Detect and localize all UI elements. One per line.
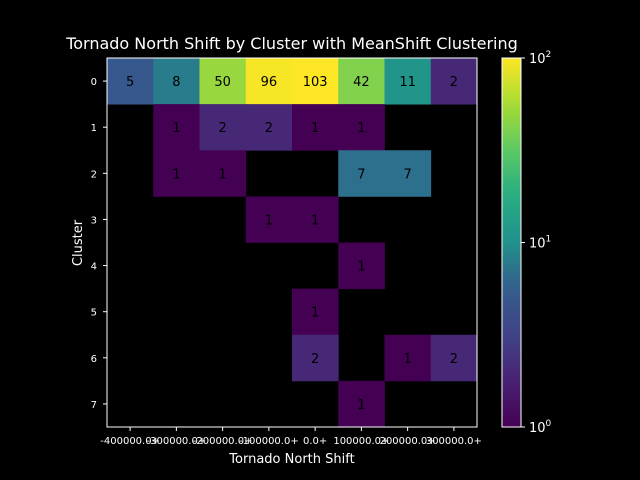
cell-value-label: 7 xyxy=(403,167,411,182)
cell-value-label: 7 xyxy=(357,167,365,182)
heatmap-cell xyxy=(338,104,385,151)
y-tick-label: 3 xyxy=(91,215,97,226)
heatmap-cell xyxy=(292,334,339,382)
colorbar-gradient xyxy=(502,58,521,427)
y-tick-label: 5 xyxy=(91,308,97,319)
colorbar: 100 101 102 xyxy=(501,50,552,436)
heatmap-cell xyxy=(153,58,200,105)
cell-value-label: 1 xyxy=(311,306,319,321)
plot-frame xyxy=(106,57,478,428)
cell-value-label: 1 xyxy=(403,352,411,367)
x-tick-label: -200000.0+ xyxy=(193,436,253,447)
heatmap-cell xyxy=(153,104,200,151)
heatmap-cell xyxy=(384,58,432,105)
cell-value-label: 1 xyxy=(357,121,365,136)
y-tick-label: 6 xyxy=(91,354,97,365)
heatmap-cell xyxy=(199,104,247,151)
heatmap-cell xyxy=(430,334,478,382)
cell-value-label: 42 xyxy=(353,75,370,90)
colorbar-tick-label: 101 xyxy=(529,235,551,252)
heatmap-cell xyxy=(107,58,154,105)
cell-value-label: 1 xyxy=(311,213,319,228)
heatmap-cell xyxy=(292,288,339,336)
cell-value-label: 2 xyxy=(311,352,319,367)
heatmap-cell xyxy=(245,196,293,243)
heatmap-cell xyxy=(199,58,247,105)
x-tick-label: 0.0+ xyxy=(303,436,327,447)
y-tick-label: 7 xyxy=(91,400,97,411)
heatmap-cell xyxy=(292,104,339,151)
heatmap-cell xyxy=(292,196,339,243)
cell-value-label: 1 xyxy=(357,398,365,413)
cell-value-label: 103 xyxy=(303,75,328,90)
cell-value-label: 1 xyxy=(172,167,180,182)
cell-value-label: 5 xyxy=(126,75,134,90)
heatmap-cell xyxy=(338,242,385,290)
cell-value-label: 2 xyxy=(218,121,226,136)
heatmap-cell xyxy=(153,150,200,197)
x-tick-label: -400000.0+ xyxy=(100,436,160,447)
x-tick-label: -100000.0+ xyxy=(239,436,299,447)
y-tick-label: 1 xyxy=(91,123,97,134)
heatmap-cell xyxy=(245,104,293,151)
heatmap-cell xyxy=(384,334,432,382)
cell-value-label: 8 xyxy=(172,75,180,90)
colorbar-tick-label: 100 xyxy=(529,419,552,436)
x-tick-label: -300000.0+ xyxy=(147,436,207,447)
cell-value-label: 1 xyxy=(218,167,226,182)
heatmap-cell xyxy=(338,380,385,428)
cell-value-label: 11 xyxy=(399,75,416,90)
heatmap-cell xyxy=(430,58,478,105)
heatmap-cell xyxy=(245,58,293,105)
x-axis-label: Tornado North Shift xyxy=(228,452,354,467)
cell-value-label: 2 xyxy=(450,75,458,90)
cell-value-label: 50 xyxy=(214,75,231,90)
cell-value-label: 1 xyxy=(172,121,180,136)
cell-value-label: 96 xyxy=(261,75,278,90)
y-tick-label: 0 xyxy=(91,77,97,88)
cell-value-label: 1 xyxy=(357,260,365,275)
cell-value-label: 1 xyxy=(265,213,273,228)
chart-title: Tornado North Shift by Cluster with Mean… xyxy=(65,34,518,53)
heatmap-cell xyxy=(199,150,247,197)
x-tick-label: 100000.0+ xyxy=(333,436,389,447)
x-tick-label: 300000.0+ xyxy=(426,436,482,447)
heatmap-cell xyxy=(292,58,339,105)
cell-value-label: 1 xyxy=(311,121,319,136)
heatmap-cell xyxy=(338,58,385,105)
heatmap-cell xyxy=(384,150,432,197)
colorbar-tick-label: 102 xyxy=(529,50,551,67)
cell-value-label: 2 xyxy=(450,352,458,367)
y-tick-label: 2 xyxy=(91,169,97,180)
cell-value-label: 2 xyxy=(265,121,273,136)
x-tick-label: 200000.0+ xyxy=(380,436,436,447)
y-tick-label: 4 xyxy=(91,262,97,273)
heatmap-cell xyxy=(338,150,385,197)
y-axis-label: Cluster xyxy=(71,219,86,266)
